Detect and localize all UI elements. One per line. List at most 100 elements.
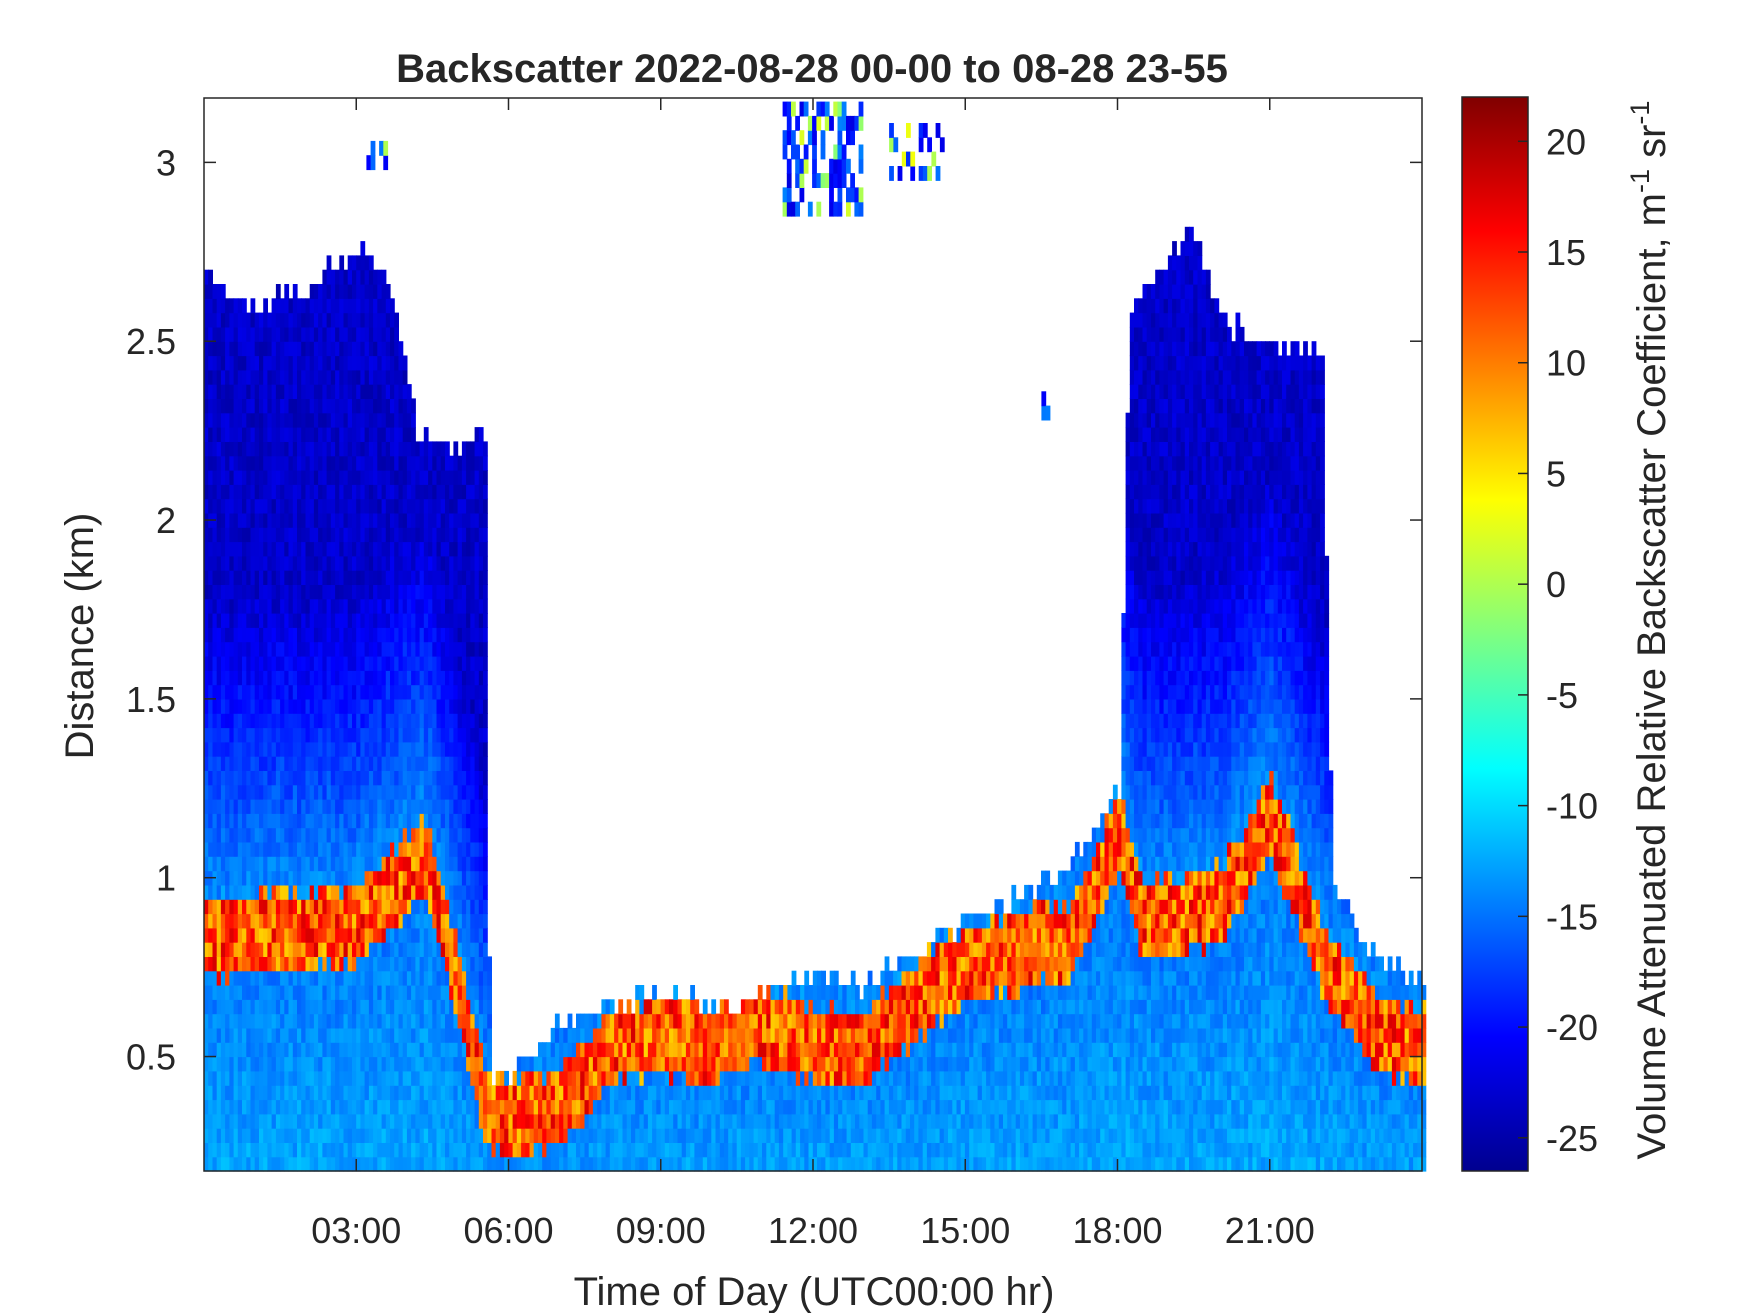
heatmap-cell xyxy=(783,985,788,1000)
heatmap-cell xyxy=(347,927,353,943)
heatmap-cell xyxy=(305,813,311,829)
heatmap-cell xyxy=(377,1156,383,1172)
heatmap-cell xyxy=(297,985,302,1000)
heatmap-cell xyxy=(390,1013,395,1029)
heatmap-cell xyxy=(343,527,349,543)
heatmap-cell xyxy=(229,870,235,886)
heatmap-cell xyxy=(580,1113,585,1129)
heatmap-cell xyxy=(284,398,290,414)
heatmap-cell xyxy=(267,412,273,428)
heatmap-cell xyxy=(326,1027,332,1043)
heatmap-cell xyxy=(812,1099,818,1115)
heatmap-cell xyxy=(301,899,306,915)
heatmap-cell xyxy=(275,1099,281,1115)
heatmap-cell xyxy=(436,1142,442,1158)
heatmap-cell xyxy=(339,484,345,500)
heatmap-cell xyxy=(339,813,345,829)
heatmap-cell xyxy=(352,985,357,1000)
heatmap-cell xyxy=(415,684,421,700)
heatmap-cell xyxy=(685,1027,691,1043)
heatmap-cell xyxy=(288,713,294,729)
heatmap-cell xyxy=(335,341,340,357)
heatmap-cell xyxy=(322,269,328,285)
heatmap-cell xyxy=(301,827,306,843)
heatmap-cell xyxy=(212,827,218,843)
heatmap-cell xyxy=(335,1027,340,1043)
heatmap-cell xyxy=(330,1013,336,1029)
heatmap-cell xyxy=(233,1113,239,1129)
heatmap-cell xyxy=(318,369,323,385)
heatmap-cell xyxy=(305,441,311,457)
heatmap-cell xyxy=(301,884,306,900)
heatmap-cell xyxy=(791,999,797,1015)
heatmap-cell xyxy=(246,441,252,457)
heatmap-cell xyxy=(233,355,239,371)
heatmap-cell xyxy=(609,1013,615,1029)
heatmap-cell xyxy=(220,398,226,414)
heatmap-cell xyxy=(390,827,395,843)
heatmap-cell xyxy=(419,799,425,814)
heatmap-cell xyxy=(292,541,298,557)
heatmap-cell xyxy=(343,1013,349,1029)
heatmap-cell xyxy=(292,384,298,399)
heatmap-cell xyxy=(470,684,476,700)
heatmap-cell xyxy=(301,641,306,657)
heatmap-cell xyxy=(326,913,332,929)
heatmap-cell xyxy=(643,1156,649,1172)
heatmap-cell xyxy=(411,1113,416,1129)
heatmap-cell xyxy=(360,1027,366,1043)
heatmap-cell xyxy=(415,799,421,814)
heatmap-cell xyxy=(280,470,285,485)
heatmap-cell xyxy=(263,512,268,528)
heatmap-cell xyxy=(863,985,869,1000)
heatmap-cell xyxy=(423,770,429,786)
heatmap-cell xyxy=(402,1042,408,1058)
heatmap-cell xyxy=(288,341,294,357)
heatmap-cell xyxy=(457,727,463,743)
heatmap-cell xyxy=(208,341,213,357)
heatmap-cell xyxy=(542,1042,547,1058)
heatmap-cell xyxy=(284,985,290,1000)
heatmap-cell xyxy=(297,656,302,671)
heatmap-cell xyxy=(275,1027,281,1043)
heatmap-cell xyxy=(512,1128,518,1143)
heatmap-cell xyxy=(533,1085,539,1101)
heatmap-cell xyxy=(428,641,433,657)
heatmap-cell xyxy=(212,341,218,357)
heatmap-cell xyxy=(466,555,471,571)
heatmap-cell xyxy=(233,698,239,714)
heatmap-cell xyxy=(453,741,459,757)
heatmap-cell xyxy=(749,1113,755,1129)
heatmap-cell xyxy=(411,498,416,514)
heatmap-cell xyxy=(204,498,209,514)
heatmap-cell xyxy=(423,1128,429,1143)
heatmap-cell xyxy=(356,384,361,399)
heatmap-cell xyxy=(694,1013,700,1029)
heatmap-cell xyxy=(330,784,336,800)
heatmap-cell xyxy=(301,527,306,543)
heatmap-cell xyxy=(318,1099,323,1115)
heatmap-cell xyxy=(356,641,361,657)
heatmap-cell xyxy=(216,555,222,571)
heatmap-cell xyxy=(225,670,230,686)
heatmap-cell xyxy=(347,455,353,471)
heatmap-cell xyxy=(216,827,222,843)
heatmap-cell xyxy=(406,799,412,814)
heatmap-cell xyxy=(385,827,391,843)
heatmap-cell xyxy=(656,1027,662,1043)
heatmap-cell xyxy=(288,555,294,571)
heatmap-cell xyxy=(512,1156,518,1172)
heatmap-cell xyxy=(732,1042,738,1058)
heatmap-cell xyxy=(288,985,294,1000)
heatmap-cell xyxy=(478,942,484,957)
heatmap-cell xyxy=(453,799,459,814)
heatmap-cell xyxy=(390,942,395,957)
heatmap-cell xyxy=(233,799,239,814)
heatmap-cell xyxy=(457,756,463,771)
heatmap-cell xyxy=(330,412,336,428)
heatmap-cell xyxy=(398,841,404,857)
heatmap-cell xyxy=(292,341,298,357)
heatmap-cell xyxy=(440,884,446,900)
heatmap-cell xyxy=(237,355,243,371)
heatmap-cell xyxy=(398,799,404,814)
